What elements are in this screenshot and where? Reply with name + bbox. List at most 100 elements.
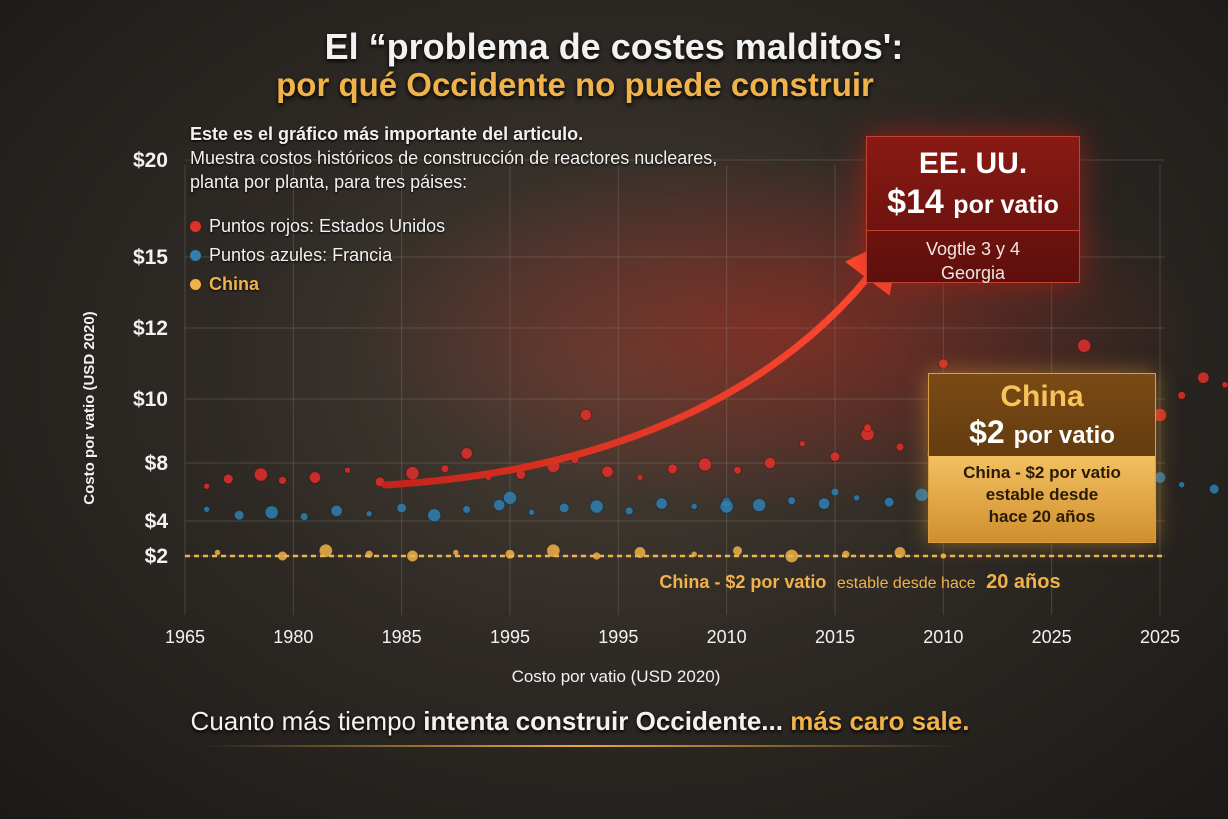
legend-label-china: China <box>209 274 260 294</box>
us-point <box>697 457 713 472</box>
us-point <box>308 471 322 484</box>
legend-item-us: Puntos rojos: Estados Unidos <box>190 212 445 241</box>
y-tick-label: $4 <box>145 510 169 533</box>
france-point <box>1178 481 1186 489</box>
france-point <box>655 497 668 510</box>
page-title: El “problema de costes malditos': <box>324 26 904 67</box>
intro-line-2: Muestra costos históricos de construcció… <box>190 148 718 168</box>
us-point <box>278 476 287 485</box>
footer-caption: Cuanto más tiempo intenta construir Occi… <box>0 706 1160 737</box>
us-callout-price: $14 por vatio <box>867 183 1079 222</box>
y-tick-label: $15 <box>133 246 168 269</box>
china-line-annotation: China - $2 por vatio estable desde hace … <box>659 571 1060 593</box>
x-tick-label: 2025 <box>1140 627 1180 647</box>
footer-part-3: más caro sale. <box>790 706 970 736</box>
us-point <box>1177 391 1187 400</box>
china-price-unit: por vatio <box>1013 422 1115 449</box>
y-tick-label: $2 <box>145 545 168 568</box>
france-point <box>299 512 309 522</box>
us-callout-plant-2: Georgia <box>940 263 1006 283</box>
us-point <box>601 465 614 478</box>
us-callout-plant-1: Vogtle 3 y 4 <box>925 239 1021 259</box>
france-point <box>787 496 797 506</box>
china-line-annotation-part2: estable desde hace <box>837 575 976 592</box>
china-callout: China $2 por vatio China - $2 por vatio … <box>928 373 1156 543</box>
footer-part-1: Cuanto más tiempo <box>190 706 416 736</box>
gridlines <box>184 159 1165 615</box>
france-point <box>492 498 506 512</box>
china-note-line-1: China - $2 por vatio <box>963 463 1121 482</box>
x-tick-label: 2010 <box>923 627 963 647</box>
china-callout-price: $2 por vatio <box>929 414 1155 451</box>
france-point <box>203 505 211 513</box>
us-point <box>636 474 644 481</box>
x-tick-label: 1995 <box>490 627 530 647</box>
china-line-annotation-part3: 20 años <box>986 571 1060 593</box>
x-tick-label: 2010 <box>707 627 747 647</box>
france-point <box>528 508 536 516</box>
china-point <box>546 543 561 558</box>
china-line-annotation-part1: China - $2 por vatio <box>659 572 826 592</box>
x-axis-ticks: 1965 1980 1985 1995 1995 2010 2015 2010 2025 2025 <box>165 627 1180 647</box>
legend-item-france: Puntos azules: Francia <box>190 241 445 270</box>
france-point <box>624 506 634 516</box>
intro-line-3: planta por planta, para tres páises: <box>190 172 468 192</box>
red-dot-icon <box>190 221 201 232</box>
china-point <box>452 549 460 556</box>
china-point <box>214 549 221 556</box>
legend-label-us: Puntos rojos: Estados Unidos <box>209 216 446 236</box>
china-point <box>732 545 743 557</box>
france-point <box>264 505 279 520</box>
us-point <box>203 482 211 490</box>
gold-dot-icon <box>190 279 201 290</box>
us-point <box>1221 381 1228 389</box>
france-point <box>558 502 570 514</box>
china-note-line-3: hace 20 años <box>988 507 1096 526</box>
france-point <box>690 503 698 510</box>
us-point <box>799 440 806 448</box>
page-subtitle: por qué Occidente no puede construir <box>276 66 874 103</box>
footer-underline <box>200 745 960 747</box>
china-callout-country: China <box>1000 380 1084 413</box>
y-tick-label: $8 <box>145 452 169 475</box>
us-point <box>460 447 473 460</box>
france-point <box>462 505 472 514</box>
us-point <box>667 463 678 475</box>
x-tick-label: 1985 <box>382 627 422 647</box>
intro-line-1: Este es el gráfico más importante del ar… <box>190 124 584 144</box>
france-point <box>1153 471 1167 484</box>
us-point <box>440 464 450 474</box>
france-point <box>589 499 604 514</box>
x-tick-label: 1965 <box>165 627 205 647</box>
us-point <box>1197 371 1210 384</box>
legend: Puntos rojos: Estados Unidos Puntos azul… <box>190 212 445 299</box>
china-point <box>504 548 516 560</box>
us-point <box>405 466 420 481</box>
y-tick-label: $20 <box>133 149 168 172</box>
france-point <box>830 487 840 497</box>
us-point <box>895 442 905 452</box>
intro-text: Este es el gráfico más importante del ar… <box>190 122 850 194</box>
us-point <box>863 423 872 433</box>
france-point <box>853 494 861 502</box>
trend-arrow <box>381 234 902 489</box>
france-point <box>427 508 442 523</box>
y-tick-label: $12 <box>133 317 168 340</box>
france-point <box>914 487 929 502</box>
us-point <box>829 451 841 462</box>
legend-label-france: Puntos azules: Francia <box>209 245 393 265</box>
us-point <box>579 408 593 422</box>
us-callout: EE. UU. $14 por vatio Vogtle 3 y 4 Georg… <box>866 136 1080 283</box>
x-tick-label: 1980 <box>273 627 313 647</box>
france-point <box>233 509 245 521</box>
y-tick-label: $10 <box>133 388 168 411</box>
us-point <box>938 358 949 369</box>
y-axis-ticks: $20 $15 $12 $10 $8 $4 $2 <box>133 149 168 568</box>
us-price-unit: por vatio <box>953 191 1059 219</box>
france-point <box>1208 483 1220 495</box>
us-point <box>253 467 268 482</box>
x-tick-label: 2015 <box>815 627 855 647</box>
china-note-line-2: estable desde <box>985 485 1099 504</box>
footer-part-2: intenta construir Occidente... <box>423 706 783 736</box>
